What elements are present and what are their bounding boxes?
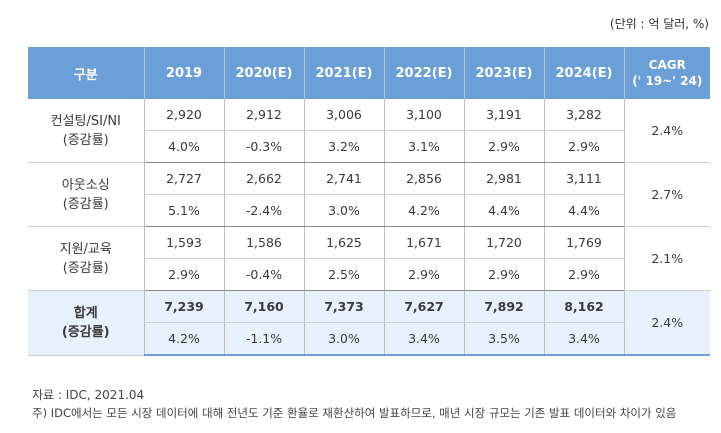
header-year: 2024(E) (543, 47, 624, 99)
cagr-cell: 2.4% (623, 290, 710, 356)
value-cell: 7,892 (463, 290, 544, 323)
growth-cell: 3.2% (303, 130, 384, 163)
value-cell: 1,593 (143, 226, 224, 259)
total-row: 4.2% -1.1% 3.0% 3.4% 3.5% 3.4% (28, 322, 710, 356)
growth-cell: 2.9% (543, 130, 624, 163)
value-cell: 3,100 (383, 99, 464, 131)
growth-cell: 2.9% (143, 258, 224, 291)
value-cell: 2,912 (223, 99, 304, 131)
value-cell: 3,191 (463, 99, 544, 131)
growth-cell: -0.3% (223, 130, 304, 163)
unit-note: (단위 : 억 달러, %) (609, 17, 709, 31)
row-label-sub: (증감률) (62, 132, 109, 148)
row-label-sub: (증감률) (62, 260, 109, 276)
value-cell: 2,920 (143, 99, 224, 131)
source-note: 자료 : IDC, 2021.04 (32, 388, 145, 402)
value-cell: 3,282 (543, 99, 624, 131)
value-cell: 1,671 (383, 226, 464, 259)
value-cell: 2,741 (303, 162, 384, 195)
growth-cell: 4.2% (143, 322, 224, 356)
growth-cell: 2.9% (463, 130, 544, 163)
value-cell: 1,625 (303, 226, 384, 259)
row-label: 합계 (증감률) (28, 290, 144, 356)
cagr-cell: 2.7% (623, 162, 710, 227)
row-label: 컨설팅/SI/NI (증감률) (28, 99, 144, 163)
table-row: 2.9% -0.4% 2.5% 2.9% 2.9% 2.9% (28, 258, 710, 291)
cagr-cell: 2.1% (623, 226, 710, 291)
growth-cell: 3.4% (543, 322, 624, 356)
value-cell: 7,239 (143, 290, 224, 323)
header-cagr-title: CAGR (648, 58, 686, 72)
growth-cell: 2.9% (383, 258, 464, 291)
growth-cell: -2.4% (223, 194, 304, 227)
growth-cell: 4.2% (383, 194, 464, 227)
growth-cell: 3.5% (463, 322, 544, 356)
table-row: 5.1% -2.4% 3.0% 4.2% 4.4% 4.4% (28, 194, 710, 227)
value-cell: 2,856 (383, 162, 464, 195)
header-year: 2023(E) (463, 47, 544, 99)
row-label: 아웃소싱 (증감률) (28, 162, 144, 227)
header-cagr-range: (' 19~' 24) (632, 74, 703, 88)
header-year: 2019 (143, 47, 224, 99)
row-label: 지원/교육 (증감률) (28, 226, 144, 291)
growth-cell: 4.0% (143, 130, 224, 163)
row-label-name: 아웃소싱 (61, 177, 110, 193)
growth-cell: 4.4% (463, 194, 544, 227)
row-label-name: 지원/교육 (59, 241, 112, 257)
value-cell: 7,160 (223, 290, 304, 323)
row-label-name: 컨설팅/SI/NI (50, 113, 121, 129)
table-row: 4.0% -0.3% 3.2% 3.1% 2.9% 2.9% (28, 130, 710, 163)
value-cell: 3,111 (543, 162, 624, 195)
header-year: 2022(E) (383, 47, 464, 99)
value-cell: 3,006 (303, 99, 384, 131)
row-label-name: 합계 (73, 305, 98, 321)
value-cell: 2,981 (463, 162, 544, 195)
value-cell: 1,720 (463, 226, 544, 259)
growth-cell: 2.9% (543, 258, 624, 291)
value-cell: 2,662 (223, 162, 304, 195)
growth-cell: 3.0% (303, 322, 384, 356)
footnote: 주) IDC에서는 모든 시장 데이터에 대해 전년도 기준 환율로 재환산하여… (32, 406, 677, 420)
header-cagr: CAGR (' 19~' 24) (623, 47, 710, 99)
cagr-cell: 2.4% (623, 99, 710, 163)
row-label-sub: (증감률) (62, 196, 109, 212)
header-row: 구분 2019 2020(E) 2021(E) 2022(E) 2023(E) … (28, 47, 710, 99)
growth-cell: 3.0% (303, 194, 384, 227)
value-cell: 7,373 (303, 290, 384, 323)
growth-cell: 3.4% (383, 322, 464, 356)
header-year: 2020(E) (223, 47, 304, 99)
it-services-market-table: 구분 2019 2020(E) 2021(E) 2022(E) 2023(E) … (28, 47, 710, 356)
table-row: 아웃소싱 (증감률) 2,727 2,662 2,741 2,856 2,981… (28, 162, 710, 227)
growth-cell: 2.5% (303, 258, 384, 291)
value-cell: 8,162 (543, 290, 624, 323)
value-cell: 1,769 (543, 226, 624, 259)
growth-cell: 3.1% (383, 130, 464, 163)
value-cell: 2,727 (143, 162, 224, 195)
growth-cell: 2.9% (463, 258, 544, 291)
total-row: 합계 (증감률) 7,239 7,160 7,373 7,627 7,892 8… (28, 290, 710, 356)
growth-cell: 4.4% (543, 194, 624, 227)
row-label-sub: (증감률) (61, 324, 110, 340)
value-cell: 7,627 (383, 290, 464, 323)
header-year: 2021(E) (303, 47, 384, 99)
table-row: 컨설팅/SI/NI (증감률) 2,920 2,912 3,006 3,100 … (28, 99, 710, 163)
table-row: 지원/교육 (증감률) 1,593 1,586 1,625 1,671 1,72… (28, 226, 710, 291)
header-category: 구분 (28, 47, 144, 99)
growth-cell: -1.1% (223, 322, 304, 356)
value-cell: 1,586 (223, 226, 304, 259)
growth-cell: -0.4% (223, 258, 304, 291)
growth-cell: 5.1% (143, 194, 224, 227)
